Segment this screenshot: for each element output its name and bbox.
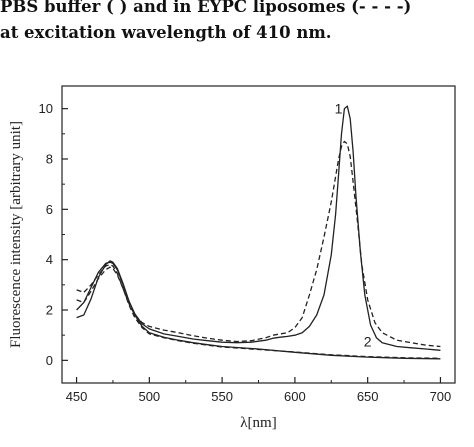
series-line-1-solid: [76, 105, 441, 351]
x-tick-label: 550: [211, 389, 233, 404]
caption-line-1: PBS buffer ( ) and in EYPC liposomes (- …: [0, 0, 412, 16]
y-tick-label: 0: [46, 353, 53, 368]
y-tick-label: 8: [46, 151, 53, 166]
x-tick-label: 450: [66, 389, 88, 404]
y-tick-label: 2: [46, 303, 53, 318]
y-tick-label: 10: [39, 101, 53, 116]
x-tick-label: 500: [138, 389, 160, 404]
x-tick-label: 650: [357, 389, 379, 404]
series-line-2-dashed: [76, 266, 441, 359]
figure-caption: PBS buffer ( ) and in EYPC liposomes (- …: [0, 0, 474, 46]
y-tick-label: 6: [46, 202, 53, 217]
y-axis-label: Fluorescence intensity [arbitrary unit]: [8, 121, 24, 348]
x-tick-label: 700: [430, 389, 452, 404]
y-tick-label: 4: [46, 252, 53, 267]
x-tick-label: 600: [284, 389, 306, 404]
x-axis-label: λ[nm]: [240, 415, 276, 431]
curve-label-1: 1: [335, 101, 343, 117]
labels-layer: 12: [335, 101, 372, 350]
series-layer: [76, 105, 441, 360]
caption-line-2: at excitation wavelength of 410 nm.: [0, 23, 332, 42]
series-line-1-dashed: [76, 140, 441, 348]
plot-frame: [61, 85, 456, 384]
curve-label-2: 2: [364, 334, 372, 350]
ticks-layer: 450 500 550 600 650 700 0 2 4 6 8 10: [39, 101, 452, 404]
